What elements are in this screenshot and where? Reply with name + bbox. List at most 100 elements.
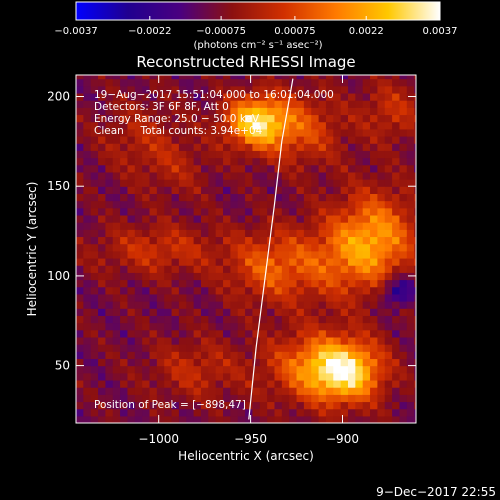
heatmap-cell [399,351,408,360]
heatmap-cell [98,315,107,324]
heatmap-cell [76,243,84,252]
heatmap-cell [156,257,165,266]
heatmap-cell [362,387,371,395]
heatmap-cell [333,214,342,223]
heatmap-cell [134,164,143,173]
heatmap-cell [171,257,180,266]
heatmap-cell [274,200,283,209]
heatmap-cell [392,379,401,388]
heatmap-cell [149,85,158,94]
heatmap-cell [186,344,195,352]
heatmap-cell [348,351,356,360]
heatmap-cell [90,157,99,166]
heatmap-cell [377,171,386,180]
heatmap-cell [90,344,99,352]
heatmap-cell [348,222,356,230]
heatmap-cell [406,372,415,381]
heatmap-cell [267,301,276,309]
heatmap-cell [414,293,416,302]
heatmap-cell [245,293,254,302]
heatmap-cell [281,229,290,238]
heatmap-cell [134,128,143,137]
heatmap-cell [230,308,239,316]
heatmap-cell [112,193,121,202]
heatmap-cell [303,322,312,331]
heatmap-cell [164,336,173,345]
heatmap-cell [267,85,276,94]
heatmap-cell [318,143,327,151]
heatmap-cell [370,279,379,288]
heatmap-cell [90,415,99,423]
heatmap-cell [127,186,136,194]
heatmap-cell [311,301,320,309]
heatmap-cell [267,329,276,338]
heatmap-cell [245,379,254,388]
heatmap-cell [215,200,224,209]
heatmap-cell [392,365,401,374]
heatmap-cell [296,100,305,108]
heatmap-cell [156,186,165,194]
heatmap-cell [112,336,121,345]
heatmap-cell [215,329,224,338]
heatmap-cell [83,336,92,345]
heatmap-cell [156,394,165,403]
heatmap-cell [267,157,276,166]
heatmap-cell [149,114,158,123]
heatmap-cell [296,157,305,166]
heatmap-cell [200,135,209,144]
heatmap-cell [171,250,180,259]
heatmap-cell [267,150,276,159]
heatmap-cell [399,243,408,252]
heatmap-cell [223,85,231,94]
heatmap-cell [83,128,92,137]
heatmap-cell [164,121,173,130]
heatmap-cell [414,329,416,338]
heatmap-cell [164,75,173,80]
heatmap-cell [318,286,327,295]
heatmap-cell [134,336,143,345]
heatmap-cell [399,293,408,302]
heatmap-cell [406,214,415,223]
heatmap-cell [303,257,312,266]
heatmap-cell [355,344,364,352]
heatmap-cell [311,200,320,209]
heatmap-cell [171,379,180,388]
heatmap-cell [193,243,202,252]
heatmap-cell [318,293,327,302]
heatmap-cell [178,143,187,151]
heatmap-cell [274,351,283,360]
heatmap-cell [200,365,209,374]
heatmap-cell [340,100,349,108]
heatmap-cell [230,387,239,395]
heatmap-cell [311,179,320,187]
heatmap-cell [90,92,99,101]
heatmap-cell [406,200,415,209]
heatmap-cell [134,179,143,187]
heatmap-cell [340,308,349,316]
heatmap-cell [90,236,99,245]
heatmap-cell [215,128,224,137]
heatmap-cell [156,214,165,223]
heatmap-cell [149,250,158,259]
heatmap-cell [223,114,231,123]
heatmap-cell [355,128,364,137]
heatmap-cell [105,114,114,123]
heatmap-cell [142,128,151,137]
heatmap-cell [289,222,298,230]
heatmap-cell [83,372,92,381]
heatmap-cell [281,214,290,223]
heatmap-cell [156,75,165,80]
heatmap-cell [134,78,143,87]
heatmap-cell [333,243,342,252]
heatmap-cell [406,365,415,374]
heatmap-cell [348,272,356,281]
heatmap-cell [289,179,298,187]
heatmap-cell [149,293,158,302]
heatmap-cell [186,301,195,309]
heatmap-cell [237,107,246,116]
heatmap-cell [296,279,305,288]
heatmap-cell [406,257,415,266]
heatmap-cell [149,229,158,238]
heatmap-cell [230,272,239,281]
y-axis-label: Heliocentric Y (arcsec) [25,182,39,317]
